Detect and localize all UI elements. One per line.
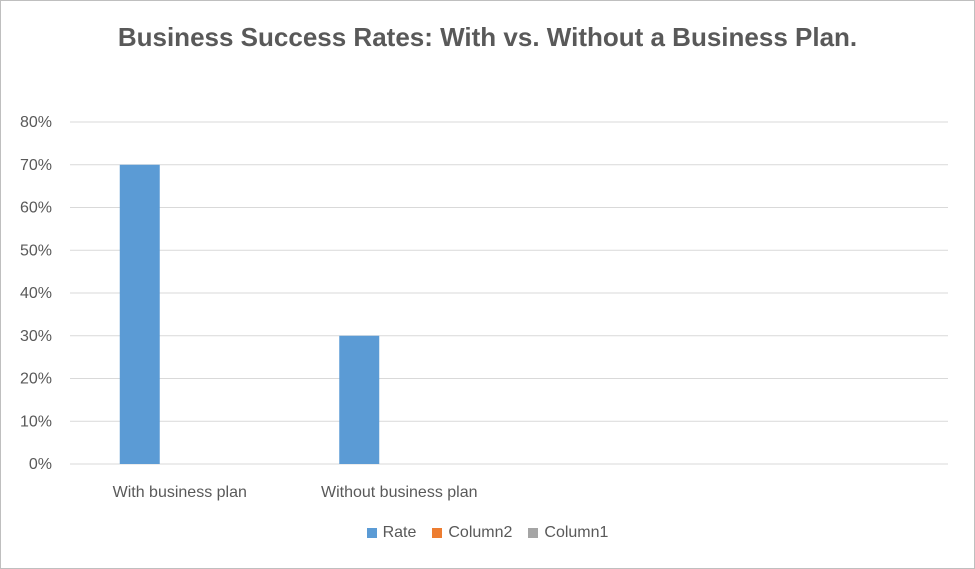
y-tick-label: 70% <box>20 157 52 174</box>
legend-item: Column1 <box>528 524 608 542</box>
legend-swatch <box>432 528 443 538</box>
legend-label: Rate <box>382 524 417 541</box>
y-tick-label: 10% <box>20 413 52 430</box>
x-category-label: With business plan <box>113 484 247 501</box>
legend-label: Column1 <box>544 524 609 541</box>
y-tick-label: 30% <box>20 328 52 345</box>
bar-rate <box>339 335 380 464</box>
y-tick-label: 20% <box>20 371 52 388</box>
bar-rate <box>119 164 160 464</box>
y-tick-label: 40% <box>20 285 52 302</box>
y-tick-label: 0% <box>29 456 52 473</box>
y-tick-label: 50% <box>20 242 52 259</box>
x-category-label: Without business plan <box>321 484 478 501</box>
legend-label: Column2 <box>448 524 513 541</box>
legend-swatch <box>528 528 539 538</box>
y-tick-label: 80% <box>20 114 52 131</box>
chart-title: Business Success Rates: With vs. Without… <box>117 22 858 52</box>
legend-item: Column2 <box>432 524 512 542</box>
chart-legend: Rate Column2 Column1 <box>0 524 975 542</box>
legend-swatch <box>366 528 377 538</box>
legend-item: Rate <box>366 524 417 542</box>
y-tick-label: 60% <box>20 200 52 217</box>
